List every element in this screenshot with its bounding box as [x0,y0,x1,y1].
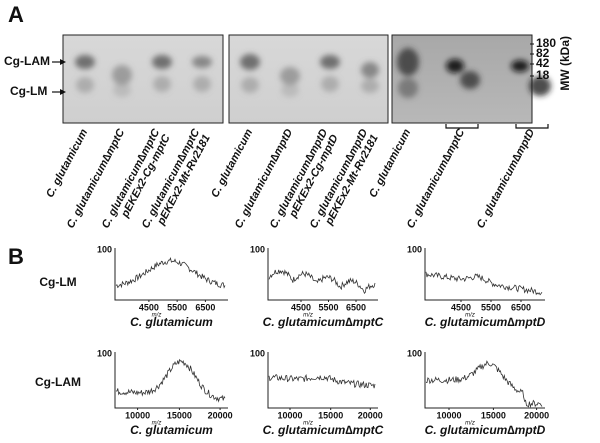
mw-tick [530,43,534,77]
band [193,76,211,92]
axis [424,248,545,301]
band [241,77,259,93]
band [112,65,132,85]
x-tick-label: 20000 [524,410,549,420]
y-tick-label: 100 [97,348,112,358]
mw-marker: 82 [536,46,550,60]
band [320,55,340,69]
x-axis-label: m/z [303,421,313,427]
axis [114,352,228,409]
lane-text: C. glutamicum∆mptC [405,126,468,230]
x-tick-label: 4500 [451,302,471,312]
lane-label: C. glutamicum∆mptD [475,127,538,230]
band [240,54,260,70]
y-tick-label: 100 [407,348,422,358]
y-tick-label: 100 [97,244,112,254]
panel-label: A [8,2,24,27]
x-tick-label: 6500 [346,302,366,312]
y-tick-label: 100 [250,348,265,358]
x-tick-label: 4500 [139,302,159,312]
caption: C. glutamicum∆mptC [263,423,384,437]
band [460,71,480,89]
band-label: Cg-LAM [4,54,50,68]
lane-text: C. glutamicum [209,127,255,200]
caption: C. glutamicum [130,423,213,437]
panel-label: B [8,244,24,269]
caption: C. glutamicum∆mptC [263,315,384,329]
x-tick-label: 10000 [436,410,461,420]
band [511,60,529,72]
spectrum [268,269,376,295]
spectrum [115,256,226,289]
x-tick-label: 20000 [358,410,383,420]
axis [267,352,378,409]
row-label: Cg-LM [39,275,76,289]
mw-marker: 18 [536,68,550,82]
band [76,77,94,93]
spectrum [115,358,226,403]
x-tick-label: 10000 [125,410,150,420]
band [361,62,379,78]
x-tick-label: 4500 [291,302,311,312]
band [153,76,171,92]
band-label: Cg-LM [10,84,47,98]
band [192,56,212,68]
band [361,79,379,93]
band [529,76,551,96]
x-tick-label: 15000 [481,410,506,420]
caption: C. glutamicum∆mptD [425,315,546,329]
mw-title: MW (kDa) [558,36,572,91]
x-tick-label: 5500 [481,302,501,312]
band [398,78,418,98]
x-axis-label: m/z [152,313,162,319]
arrow [60,89,66,95]
x-tick-label: 5500 [318,302,338,312]
x-axis-label: m/z [465,313,475,319]
row-label: Cg-LAM [35,375,81,389]
band [113,83,131,97]
band [281,83,299,97]
x-tick-label: 15000 [318,410,343,420]
y-tick-label: 100 [407,244,422,254]
x-axis-label: m/z [465,421,475,427]
arrow [60,59,66,65]
x-axis-label: m/z [303,313,313,319]
x-tick-label: 20000 [208,410,233,420]
band [397,48,419,76]
lane-label: C. glutamicum [209,127,255,200]
mw-marker: 180 [536,36,556,50]
band [152,55,172,69]
axis [114,248,228,301]
band [321,76,339,92]
x-tick-label: 6500 [511,302,531,312]
x-axis-label: m/z [152,421,162,427]
band [75,55,95,69]
band [446,59,464,73]
bracket [445,124,549,129]
caption: C. glutamicum∆mptD [425,423,546,437]
caption: C. glutamicum [130,315,213,329]
x-tick-label: 5500 [167,302,187,312]
axis [424,352,545,409]
x-tick-label: 10000 [277,410,302,420]
y-tick-label: 100 [250,244,265,254]
lane-label: C. glutamicum∆mptC [405,126,468,230]
spectrum [425,271,543,296]
lane-text: C. glutamicum∆mptD [475,127,538,230]
x-tick-label: 6500 [195,302,215,312]
spectrum [425,360,543,409]
spectrum [268,374,376,389]
mw-marker: 42 [536,56,550,70]
band [280,67,300,85]
axis [267,248,378,301]
x-tick-label: 15000 [167,410,192,420]
